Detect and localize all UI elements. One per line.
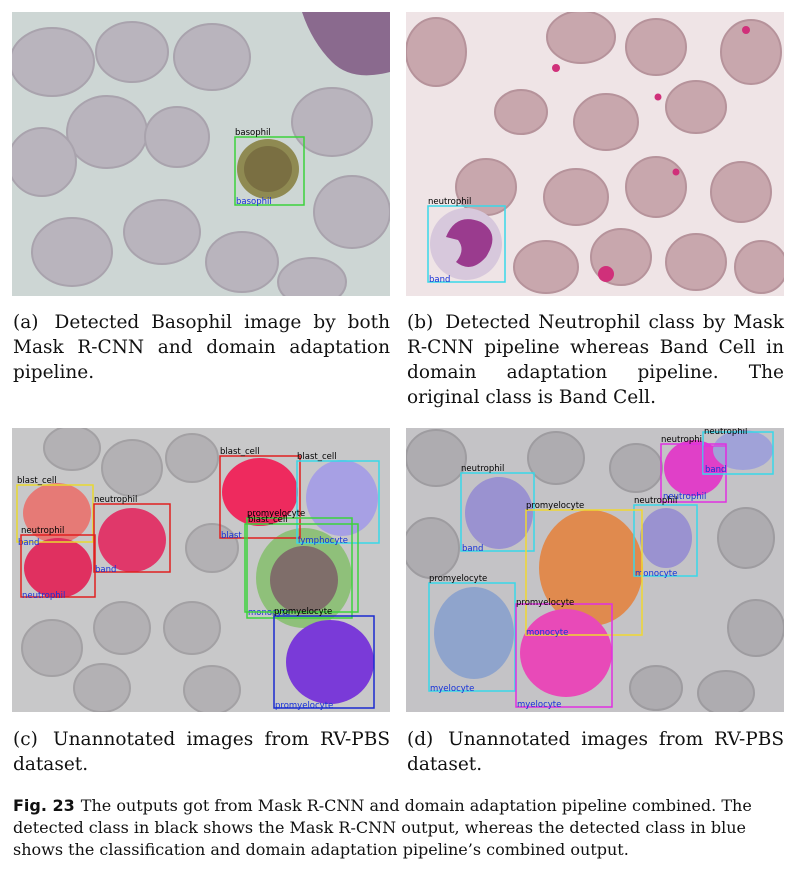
label-blue: band bbox=[705, 465, 726, 475]
detection-box bbox=[703, 445, 727, 473]
detection-box bbox=[246, 517, 353, 619]
label-blue: neutrophil bbox=[663, 492, 706, 502]
panel-a-image: basophil basophil bbox=[12, 12, 390, 296]
label-black: promyelocyte bbox=[274, 607, 332, 617]
subcaption-text: Unannotated images from RV-PBS dataset. bbox=[13, 729, 390, 775]
detection-box bbox=[16, 484, 94, 543]
detection-box bbox=[93, 503, 171, 573]
subcaption-d: (d) Unannotated images from RV-PBS datas… bbox=[407, 727, 784, 777]
subcaption-a: (a) Detected Basophil image by both Mask… bbox=[13, 310, 390, 385]
detection-box bbox=[296, 460, 380, 544]
subcaption-text: Unannotated images from RV-PBS dataset. bbox=[407, 729, 784, 775]
label-black: blast_cell bbox=[17, 476, 57, 486]
figure-caption: Fig. 23 The outputs got from Mask R-CNN a… bbox=[13, 795, 788, 861]
subcaption-label: (d) bbox=[407, 729, 434, 750]
label-black: promyelocyte bbox=[516, 598, 574, 608]
detection-box bbox=[219, 455, 301, 539]
label-blue: myelocyte bbox=[517, 700, 561, 710]
label-black: neutrophil bbox=[704, 428, 747, 437]
label-black: promyelocyte bbox=[247, 509, 305, 519]
subcaption-label: (a) bbox=[13, 312, 39, 333]
detection-box bbox=[20, 534, 96, 598]
label-black: neutrophil bbox=[634, 496, 677, 506]
detection-box bbox=[460, 472, 535, 552]
label-blue: band bbox=[18, 538, 39, 548]
detection-box bbox=[428, 582, 516, 692]
label-blue: neutrophil bbox=[22, 591, 65, 601]
label-black: neutrophil bbox=[94, 495, 137, 505]
panel-d-image: neutrophil neutrophil neutrophil neutrop… bbox=[406, 428, 784, 712]
label-black: promyelocyte bbox=[429, 574, 487, 584]
detection-box bbox=[660, 443, 727, 503]
subcaption-label: (b) bbox=[407, 312, 434, 333]
label-black: neutrophil bbox=[21, 526, 64, 536]
detection-box bbox=[244, 523, 359, 613]
label-blue: band bbox=[95, 565, 116, 575]
label-blue: lymphocyte bbox=[298, 536, 348, 546]
label-blue: band bbox=[462, 544, 483, 554]
label-blue: blast bbox=[221, 531, 242, 541]
label-black: blast_cell bbox=[220, 447, 260, 457]
label-blue: monocyte bbox=[248, 608, 290, 618]
subcaption-label: (c) bbox=[13, 729, 38, 750]
detection-box bbox=[702, 431, 774, 475]
detection-box bbox=[234, 136, 305, 206]
label-black: promyelocyte bbox=[526, 501, 584, 511]
label-black: blast_cell bbox=[297, 452, 337, 462]
detection-box bbox=[427, 205, 506, 283]
detection-box bbox=[515, 603, 613, 708]
label-black: neutrophil bbox=[661, 435, 704, 445]
detection-box bbox=[273, 615, 375, 709]
figure-caption-text: The outputs got from Mask R-CNN and doma… bbox=[13, 796, 752, 859]
panel-b-image: neutrophil band bbox=[406, 12, 784, 296]
subcaption-b: (b) Detected Neutrophil class by Mask R-… bbox=[407, 310, 784, 410]
label-blue: monocyte bbox=[526, 628, 568, 638]
label-blue: band bbox=[429, 275, 450, 285]
label-blue: myelocyte bbox=[430, 684, 474, 694]
subcaption-text: Detected Basophil image by both Mask R-C… bbox=[13, 312, 390, 383]
label-black: neutrophil bbox=[428, 197, 471, 207]
detection-box bbox=[525, 509, 643, 636]
figure-caption-label: Fig. 23 bbox=[13, 796, 75, 815]
label-black: neutrophil bbox=[461, 464, 504, 474]
detection-box bbox=[633, 504, 698, 577]
label-blue: monocyte bbox=[635, 569, 677, 579]
panel-c-image: blast_cell band neutrophil neutrophil ne… bbox=[12, 428, 390, 712]
label-blue: basophil bbox=[236, 197, 272, 207]
label-blue: promyelocyte bbox=[275, 701, 333, 711]
subcaption-text: Detected Neutrophil class by Mask R-CNN … bbox=[407, 312, 784, 408]
subcaption-c: (c) Unannotated images from RV-PBS datas… bbox=[13, 727, 390, 777]
label-black: basophil bbox=[235, 128, 271, 138]
label-black: blast_cell bbox=[248, 515, 288, 525]
